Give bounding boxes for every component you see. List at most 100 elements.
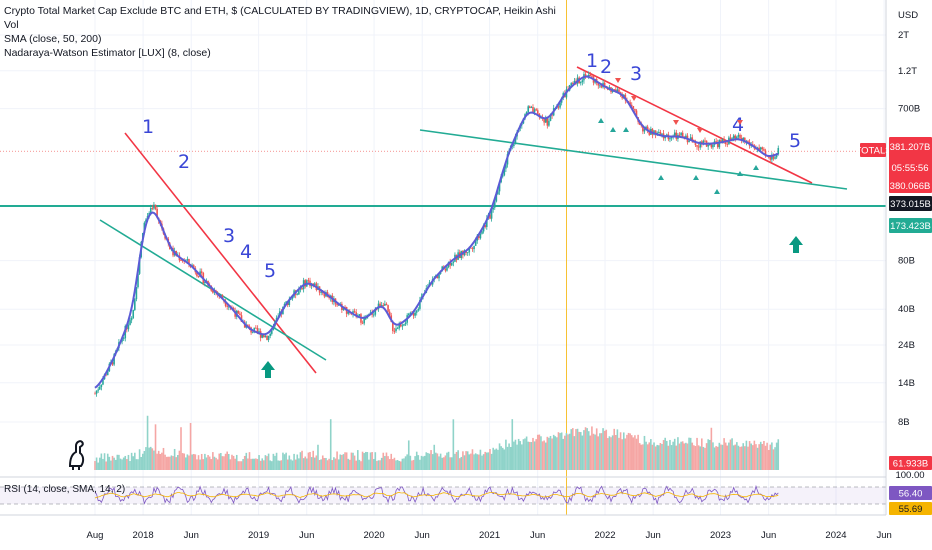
volume-bar bbox=[487, 452, 490, 470]
volume-bar bbox=[683, 443, 686, 470]
volume-bar bbox=[661, 444, 663, 470]
volume-bar bbox=[417, 455, 420, 470]
candle-body bbox=[106, 371, 109, 376]
candle-body bbox=[253, 327, 256, 333]
candle-body bbox=[618, 89, 620, 93]
volume-bar bbox=[586, 428, 588, 470]
volume-bar bbox=[726, 445, 729, 470]
volume-tag-bg bbox=[889, 456, 932, 470]
candle-body bbox=[658, 131, 660, 133]
legend-volume[interactable]: Vol bbox=[4, 19, 19, 31]
volume-bar bbox=[532, 437, 534, 470]
volume-bar bbox=[390, 453, 393, 470]
volume-bar bbox=[272, 453, 275, 470]
candle-body bbox=[240, 315, 243, 322]
volume-bar bbox=[207, 455, 209, 470]
volume-bar bbox=[691, 442, 694, 470]
rsi-value-tag: 56.40 bbox=[899, 489, 923, 500]
candle-body bbox=[669, 138, 671, 140]
candle-body bbox=[403, 324, 405, 326]
volume-bar bbox=[159, 453, 162, 470]
volume-bar bbox=[535, 439, 537, 470]
sell-triangle-icon bbox=[697, 128, 703, 133]
candle-body bbox=[312, 283, 314, 285]
time-tick-label: 2024 bbox=[825, 530, 846, 541]
legend-sma[interactable]: SMA (close, 50, 200) bbox=[4, 33, 102, 45]
volume-bar bbox=[637, 434, 639, 470]
volume-bar bbox=[538, 434, 541, 470]
candle-body bbox=[543, 118, 545, 123]
volume-bar bbox=[141, 453, 144, 470]
candle-body bbox=[482, 225, 485, 232]
volume-bar bbox=[608, 436, 611, 470]
volume-bar bbox=[439, 453, 442, 470]
volume-bar bbox=[286, 459, 289, 470]
chart-legend: Crypto Total Market Cap Exclude BTC and … bbox=[4, 4, 556, 60]
volume-bar bbox=[600, 433, 603, 470]
candle-body bbox=[573, 80, 576, 84]
volume-bar bbox=[212, 452, 214, 470]
rsi-sma-tag: 55.69 bbox=[899, 504, 923, 515]
volume-bar bbox=[419, 459, 421, 470]
candle-body bbox=[419, 299, 421, 309]
volume-bar bbox=[162, 447, 165, 470]
volume-bar bbox=[384, 456, 386, 470]
volume-bar bbox=[514, 439, 517, 470]
volume-bar bbox=[175, 457, 178, 470]
volume-bar bbox=[126, 459, 128, 470]
rsi-top-tag: 100.00 bbox=[895, 470, 924, 481]
rsi-legend[interactable]: RSI (14, close, SMA, 14, 2) bbox=[4, 484, 126, 495]
candle-body bbox=[347, 311, 350, 314]
legend-symbol-title[interactable]: Crypto Total Market Cap Exclude BTC and … bbox=[4, 5, 556, 17]
volume-bar bbox=[344, 452, 346, 470]
candle-body bbox=[468, 247, 471, 253]
volume-bar bbox=[621, 439, 623, 470]
volume-bar bbox=[775, 442, 778, 470]
candle-body bbox=[490, 209, 493, 219]
candle-body bbox=[481, 231, 483, 234]
wave-label: 4 bbox=[240, 241, 252, 263]
volume-bar bbox=[732, 445, 735, 470]
volume-bar bbox=[656, 444, 659, 470]
candle-body bbox=[659, 131, 662, 135]
candle-body bbox=[742, 137, 745, 141]
volume-bar bbox=[215, 457, 217, 470]
legend-nadaraya-watson[interactable]: Nadaraya-Watson Estimator [LUX] (8, clos… bbox=[4, 47, 211, 59]
volume-bar bbox=[129, 461, 131, 470]
volume-bar bbox=[622, 432, 625, 470]
volume-bar bbox=[771, 442, 773, 470]
volume-bar bbox=[602, 428, 604, 470]
volume-bar bbox=[763, 440, 765, 470]
volume-bar bbox=[572, 428, 574, 470]
volume-bar bbox=[575, 429, 577, 470]
buy-triangle-icon bbox=[714, 189, 720, 194]
candle-body bbox=[474, 240, 477, 246]
volume-bar bbox=[94, 461, 96, 470]
volume-bar bbox=[463, 455, 466, 470]
volume-bar bbox=[122, 457, 125, 470]
volume-bar bbox=[731, 438, 733, 470]
volume-bar bbox=[399, 461, 402, 470]
candle-body bbox=[313, 283, 316, 285]
volume-bar bbox=[543, 440, 545, 470]
volume-bar bbox=[181, 453, 184, 470]
candle-body bbox=[559, 102, 561, 108]
time-tick-label: Jun bbox=[415, 530, 430, 541]
candle-body bbox=[734, 135, 737, 139]
time-tick-label: 2022 bbox=[594, 530, 615, 541]
volume-bar bbox=[116, 454, 119, 470]
candle-body bbox=[715, 141, 717, 143]
candle-body bbox=[227, 306, 230, 308]
candle-body bbox=[737, 134, 740, 137]
time-tick-label: 2021 bbox=[479, 530, 500, 541]
candle-body bbox=[436, 275, 439, 279]
volume-bar bbox=[430, 450, 432, 470]
volume-bar bbox=[513, 441, 515, 470]
price-candles bbox=[94, 71, 780, 397]
volume-bar bbox=[143, 450, 146, 470]
volume-bar bbox=[552, 434, 555, 470]
candle-body bbox=[587, 74, 590, 77]
volume-bar bbox=[613, 428, 616, 470]
volume-bar bbox=[134, 452, 136, 470]
volume-bar bbox=[694, 446, 697, 470]
